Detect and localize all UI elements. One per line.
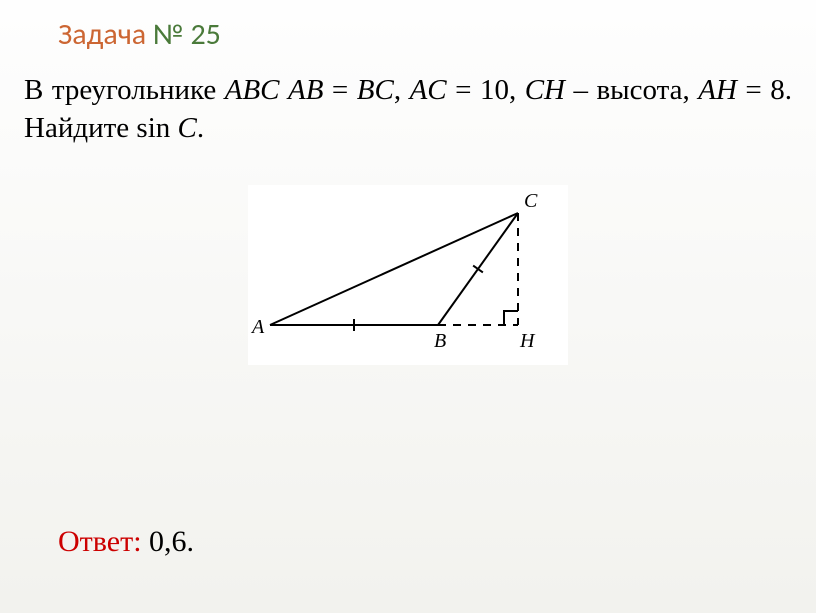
var-ch: CH [525, 74, 565, 106]
answer-line: Ответ: 0,6. [58, 525, 194, 559]
svg-text:C: C [524, 190, 538, 212]
var-abc: ABC [225, 74, 280, 106]
svg-text:H: H [519, 330, 536, 352]
svg-text:A: A [250, 316, 265, 338]
var-c: C [178, 112, 197, 144]
answer-label: Ответ: [58, 525, 142, 558]
answer-value: 0,6. [142, 525, 195, 558]
title-word: Задача [58, 16, 146, 53]
var-ab: AB [288, 74, 323, 106]
triangle-diagram: A B C H [248, 185, 568, 365]
slide-title: Задача № 25 [58, 16, 221, 53]
svg-text:B: B [434, 330, 446, 352]
title-number: № 25 [153, 16, 221, 53]
problem-statement: В треугольнике ABC AB = BC, AC = 10, CH … [24, 72, 792, 147]
geometry-svg: A B C H [248, 185, 568, 365]
problem-text: В треугольнике [24, 74, 225, 106]
var-bc: BC [357, 74, 394, 106]
var-ah: AH [698, 74, 737, 106]
var-ac: AC [410, 74, 447, 106]
